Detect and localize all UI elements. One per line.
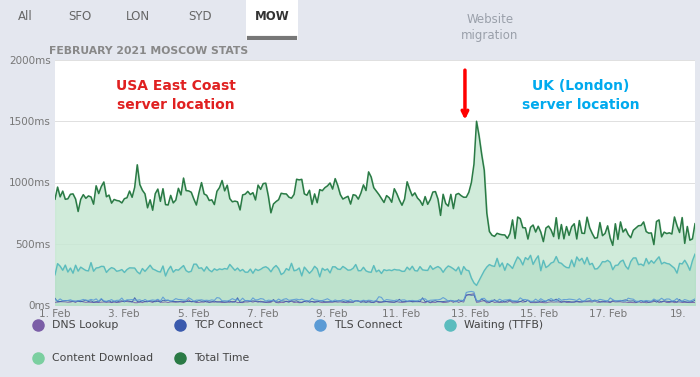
Text: SYD: SYD <box>188 10 212 23</box>
FancyBboxPatch shape <box>246 0 298 40</box>
Text: MOW: MOW <box>255 10 289 23</box>
Text: Waiting (TTFB): Waiting (TTFB) <box>464 320 543 329</box>
Text: Website
migration: Website migration <box>461 12 519 41</box>
Text: LON: LON <box>126 10 150 23</box>
Text: FEBRUARY 2021 MOSCOW STATS: FEBRUARY 2021 MOSCOW STATS <box>49 46 248 56</box>
Text: UK (London)
server location: UK (London) server location <box>522 79 640 112</box>
Text: Total Time: Total Time <box>194 352 249 363</box>
Text: TLS Connect: TLS Connect <box>334 320 402 329</box>
Text: SFO: SFO <box>69 10 92 23</box>
Text: Content Download: Content Download <box>52 352 153 363</box>
Text: TCP Connect: TCP Connect <box>194 320 262 329</box>
Text: USA East Coast
server location: USA East Coast server location <box>116 79 236 112</box>
Text: DNS Lookup: DNS Lookup <box>52 320 118 329</box>
Text: All: All <box>18 10 32 23</box>
